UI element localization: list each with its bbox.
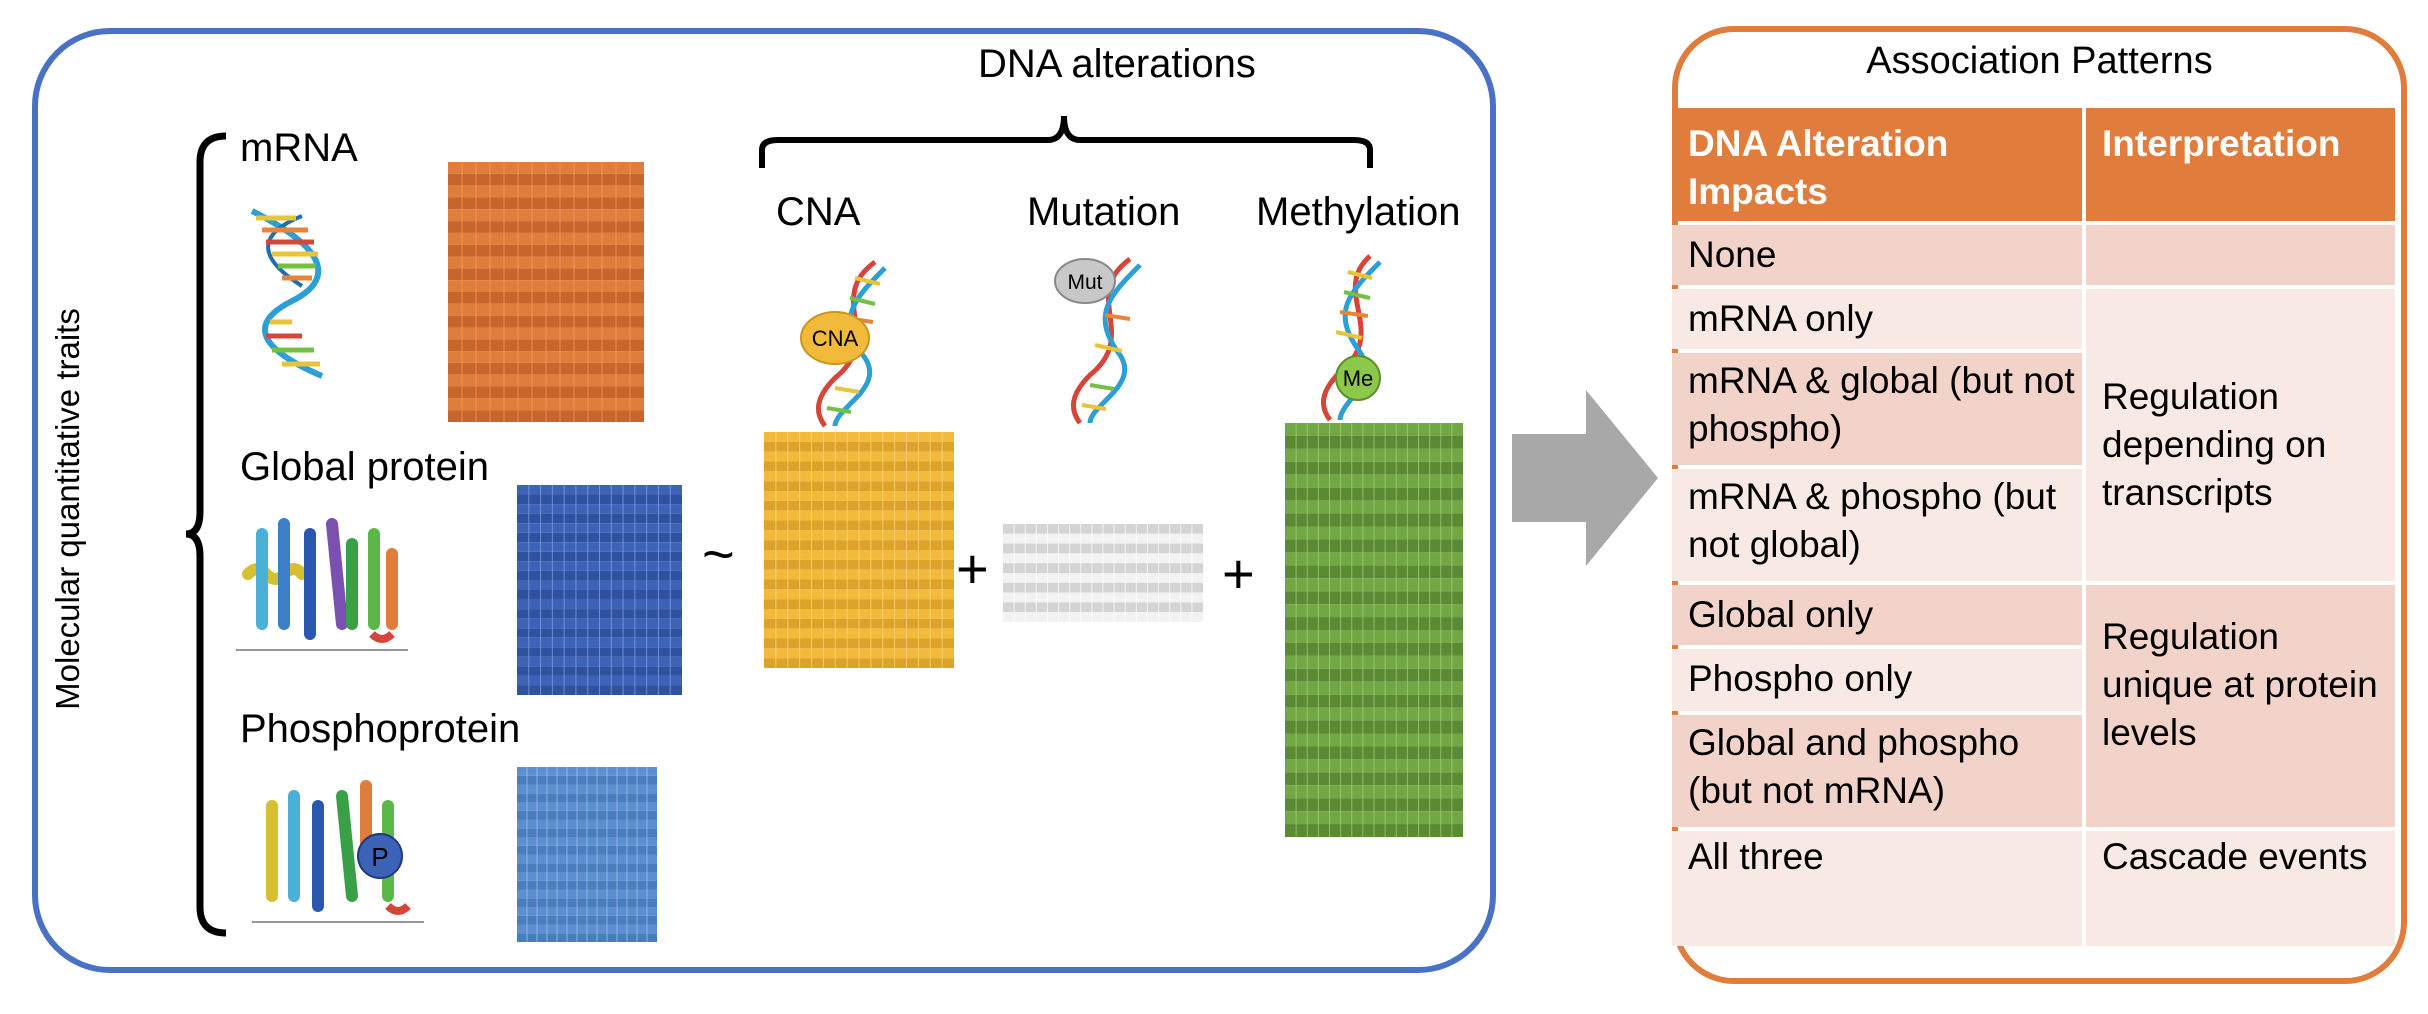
cna-matrix [764,432,954,668]
methylation-label: Methylation [1256,190,1461,234]
interp-row-none [2086,225,2395,285]
header-impacts: DNA Alteration Impacts [1672,108,2082,221]
dna-alterations-label: DNA alterations [978,42,1256,86]
plus-operator-2: + [1222,542,1255,605]
mutation-helix-icon: Mut [1054,256,1142,425]
phosphoprotein-matrix [517,767,657,942]
global-protein-label: Global protein [240,445,490,489]
tilde-operator: ~ [702,522,735,585]
global-protein-structure-icon [236,518,408,651]
left-panel [32,28,1496,973]
phosphoprotein-label: Phosphoprotein [240,707,521,751]
mrna-label: mRNA [240,126,358,170]
impact-row-mrna-phospho: mRNA & phospho (but not global) [1672,469,2082,581]
p-badge: P [371,842,388,872]
vertical-axis-label: Molecular quantitative traits [49,308,86,710]
plus-operator-1: + [956,537,989,600]
impact-row-all-three: All three [1672,831,2082,946]
interp-regulation-transcripts: Regulation depending on transcripts [2086,289,2395,581]
mutation-label: Mutation [1027,190,1181,234]
global-protein-matrix [517,485,682,695]
impact-row-mrna-global: mRNA & global (but not phospho) [1672,353,2082,465]
right-arrow-icon [1512,390,1658,566]
association-table: DNA Alteration Impacts Interpretation No… [1672,108,2395,946]
impact-row-mrna-only: mRNA only [1672,289,2082,349]
top-curly-brace-icon [759,115,1373,168]
cna-label: CNA [776,190,861,234]
interp-cascade-events: Cascade events [2086,831,2395,946]
impact-row-phospho-only: Phospho only [1672,649,2082,711]
interp-regulation-protein: Regulation unique at protein levels [2086,585,2395,827]
impact-row-none: None [1672,225,2082,285]
cna-badge: CNA [812,326,859,351]
me-badge: Me [1343,366,1374,391]
methylation-helix-icon: Me [1320,254,1382,422]
left-curly-brace-icon [186,132,227,937]
cna-helix-icon: CNA [800,259,887,428]
phospho-protein-structure-icon: P [252,780,424,923]
impact-row-global-phospho: Global and phospho (but not mRNA) [1672,715,2082,827]
impact-row-global-only: Global only [1672,585,2082,645]
mutation-matrix [1003,524,1203,622]
methylation-matrix [1285,423,1463,837]
mrna-matrix [448,162,644,422]
header-interpretation: Interpretation [2086,108,2395,221]
association-patterns-title: Association Patterns [1866,40,2213,82]
mut-badge: Mut [1067,271,1102,294]
mrna-helix-icon [250,208,324,379]
